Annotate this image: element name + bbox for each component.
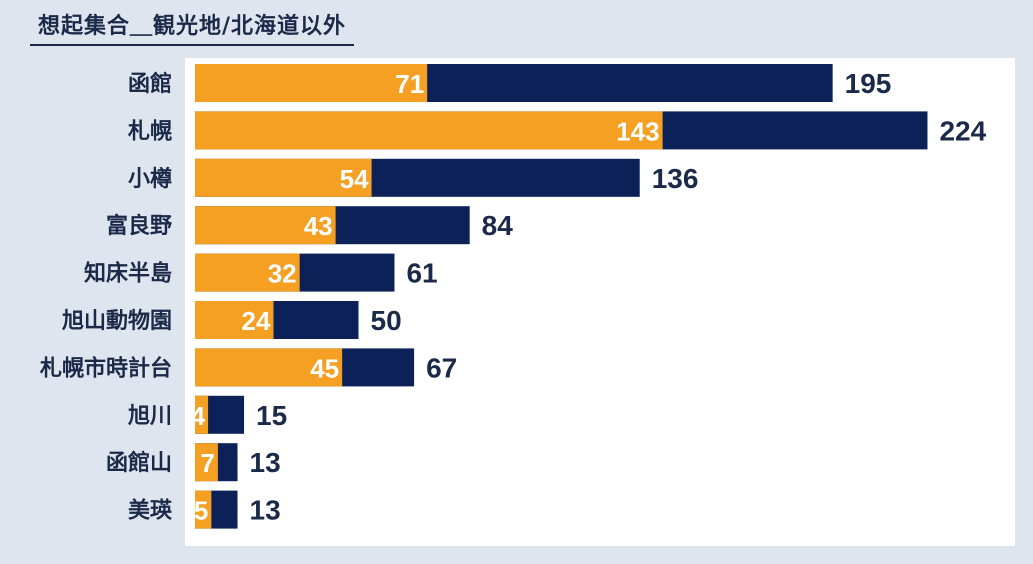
inner-value-label: 32 <box>268 259 297 289</box>
inner-value-label: 71 <box>395 69 424 99</box>
total-value-label: 15 <box>256 400 287 431</box>
chart-title-wrap: 想起集合＿観光地/北海道以外 <box>30 8 355 46</box>
bar-row: 札幌市時計台 45 67 <box>39 348 457 387</box>
total-value-label: 50 <box>371 305 402 336</box>
category-label: 富良野 <box>106 213 172 239</box>
category-label: 札幌 <box>127 119 172 144</box>
inner-value-label: 54 <box>340 164 369 194</box>
bar-inner <box>195 206 336 245</box>
total-value-label: 136 <box>652 163 699 194</box>
bar-row: 函館山 7 13 <box>106 443 281 482</box>
bar-inner <box>195 395 209 434</box>
bar-inner <box>195 253 300 292</box>
inner-value-label: 43 <box>304 211 333 241</box>
inner-value-label: 4 <box>191 401 206 431</box>
total-value-label: 61 <box>406 258 437 289</box>
inner-value-label: 24 <box>242 306 271 336</box>
bar-row: 小樽 54 136 <box>128 158 699 197</box>
bar-inner <box>195 490 212 529</box>
category-label: 美瑛 <box>128 498 173 524</box>
bar-inner <box>195 348 343 387</box>
bar-row: 知床半島 32 61 <box>84 253 438 292</box>
total-value-label: 224 <box>939 115 986 146</box>
bar-inner <box>195 111 663 150</box>
category-label: 知床半島 <box>84 261 172 287</box>
inner-value-label: 143 <box>616 116 659 146</box>
bar-row: 札幌 143 224 <box>127 111 987 150</box>
total-value-label: 84 <box>482 210 514 241</box>
total-value-label: 67 <box>426 352 457 383</box>
category-label: 旭川 <box>127 404 172 429</box>
category-label: 旭山動物園 <box>61 308 172 334</box>
bar-inner <box>195 443 218 482</box>
bar-inner <box>195 301 274 339</box>
total-value-label: 195 <box>845 68 892 99</box>
category-label: 函館山 <box>106 450 172 476</box>
total-value-label: 13 <box>250 447 281 478</box>
bar-row: 旭川 4 15 <box>127 395 287 434</box>
bar-row: 美瑛 5 13 <box>128 490 281 529</box>
category-label: 函館 <box>128 71 172 97</box>
inner-value-label: 7 <box>200 448 214 478</box>
category-label: 小樽 <box>128 166 172 192</box>
inner-value-label: 5 <box>194 496 208 526</box>
chart-title: 想起集合＿観光地/北海道以外 <box>38 14 347 39</box>
category-label: 札幌市時計台 <box>39 355 172 381</box>
total-value-label: 13 <box>250 495 281 526</box>
bar-row: 函館 71 195 <box>128 64 891 102</box>
inner-value-label: 45 <box>310 353 339 383</box>
bar-row: 旭山動物園 24 50 <box>61 301 402 339</box>
bar-row: 富良野 43 84 <box>106 206 514 245</box>
bar-inner <box>195 64 428 102</box>
bar-inner <box>195 158 372 197</box>
